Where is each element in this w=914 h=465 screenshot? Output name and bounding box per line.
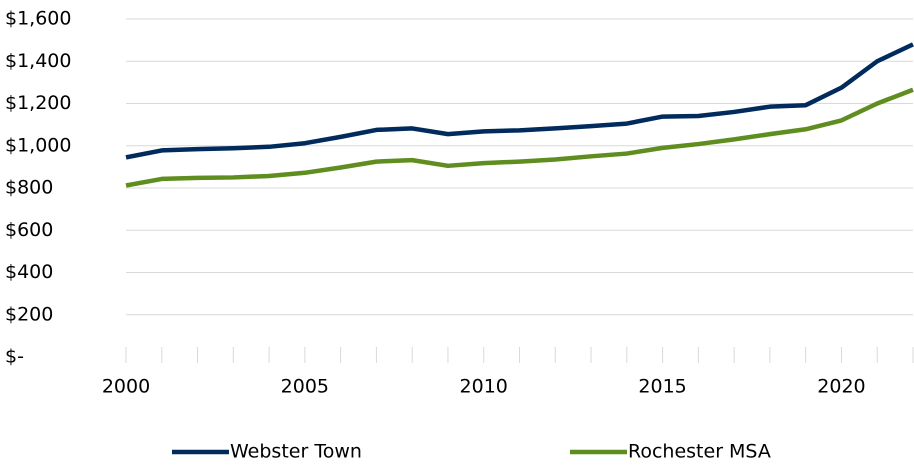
y-tick-label: $800 (5, 177, 53, 199)
y-tick-label: $1,400 (5, 50, 71, 72)
y-tick-label: $400 (5, 261, 53, 283)
legend-label: Rochester MSA (628, 441, 771, 463)
x-tick-label: 2010 (460, 376, 508, 398)
y-tick-label: $1,200 (5, 92, 71, 114)
x-tick-label: 2000 (102, 376, 150, 398)
series-line (125, 42, 914, 160)
y-tick-label: $- (5, 346, 24, 368)
y-tick-label: $1,000 (5, 134, 71, 156)
y-tick-label: $600 (5, 219, 53, 241)
x-tick-label: 2015 (638, 376, 686, 398)
y-tick-label: $1,600 (5, 8, 71, 30)
y-tick-label: $200 (5, 303, 53, 325)
series-line (125, 87, 914, 188)
legend-label: Webster Town (230, 441, 362, 463)
x-tick-label: 2005 (281, 376, 329, 398)
x-tick-label: 2020 (817, 376, 865, 398)
